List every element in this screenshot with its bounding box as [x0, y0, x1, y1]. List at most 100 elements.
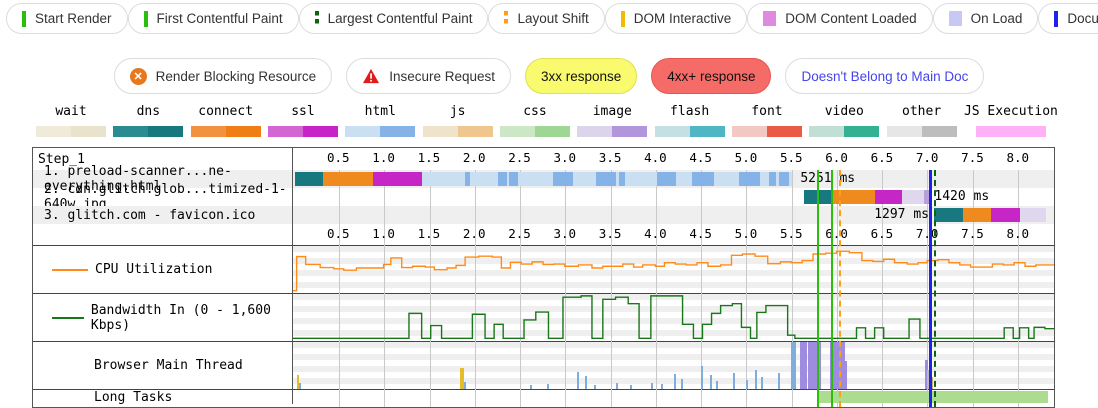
tick-4.0: 4.0	[644, 226, 667, 241]
phase-html: html	[345, 104, 416, 137]
tick-6.0: 6.0	[825, 226, 848, 241]
cpu-utilization-label: CPU Utilization	[33, 246, 293, 293]
request-bar-area: 1420 ms	[293, 188, 1054, 206]
main-thread-plot	[293, 342, 1054, 389]
tick-3.0: 3.0	[553, 226, 577, 241]
bandwidth-plot	[293, 294, 1054, 341]
tick-6.5: 6.5	[870, 226, 894, 241]
phase-other-label: other	[902, 104, 942, 119]
legend-3xx-response: 3xx response	[525, 58, 638, 94]
legend-insecure-request-label: Insecure Request	[389, 68, 495, 84]
time-axis-bottom: 0.5 1.0 1.5 2.0 2.5 3.0 3.5 4.0 4.5 5.0 5.5 6.0 6.5 7…	[293, 224, 1054, 245]
phase-image-label: image	[592, 104, 632, 119]
flag-legend: ✕ Render Blocking Resource Insecure Reques…	[6, 58, 1092, 94]
segment-html-dark	[619, 172, 625, 186]
request-label[interactable]: 2. cdn.glitch.glob...timized-1-640w.jpg	[33, 182, 293, 212]
cpu-utilization-section: CPU Utilization	[33, 245, 1054, 293]
main-thread-spike	[709, 374, 712, 389]
main-thread-spike	[745, 379, 748, 389]
legend-first-contentful-paint: First Contentful Paint	[127, 3, 299, 34]
main-thread-spike	[816, 342, 821, 389]
main-thread-spike	[546, 384, 549, 389]
document-complete-icon	[1054, 10, 1059, 27]
tick-2.0: 2.0	[462, 226, 486, 241]
segment-connect	[832, 190, 875, 204]
tick-1.5: 1.5	[417, 150, 441, 165]
phase-image-swatch-icon	[577, 126, 648, 137]
request-label[interactable]: 3. glitch.com - favicon.ico	[33, 206, 293, 224]
largest-contentful-paint-icon	[314, 10, 319, 27]
tick-5.5: 5.5	[779, 150, 803, 165]
segment-html-dark	[657, 172, 677, 186]
legend-dom-content-loaded-label: DOM Content Loaded	[785, 11, 917, 26]
phase-js-execution-label: JS Execution	[963, 104, 1058, 119]
phase-video-swatch-icon	[809, 126, 880, 137]
render-blocking-icon: ✕	[129, 67, 147, 85]
phase-flash: flash	[654, 104, 725, 137]
long-tasks-section: Long Tasks	[33, 389, 1054, 405]
phase-dns-swatch-icon	[113, 126, 184, 137]
cpu-utilization-plot	[293, 246, 1054, 293]
step-label: Step_1	[33, 148, 293, 170]
segment-html-dark	[691, 172, 715, 186]
main-thread-section: Browser Main Thread	[33, 341, 1054, 389]
request-bar-area: 1297 ms	[293, 206, 1054, 224]
main-thread-label: Browser Main Thread	[33, 342, 293, 389]
segment-dns	[803, 190, 833, 204]
segment-html-dark	[497, 172, 507, 186]
phase-font: font	[731, 104, 802, 137]
request-bar-area: 5251 ms	[293, 170, 1054, 188]
main-thread-spike	[615, 383, 618, 389]
segment-connect	[322, 172, 373, 186]
main-thread-spike	[700, 366, 703, 389]
request-duration-label: 1297 ms	[874, 207, 929, 222]
bandwidth-line-sample-icon	[52, 316, 84, 319]
tick-5.0: 5.0	[734, 150, 758, 165]
phase-js-label: js	[449, 104, 466, 119]
main-thread-text: Browser Main Thread	[94, 358, 243, 373]
tick-5.0: 5.0	[734, 226, 758, 241]
legend-dom-content-loaded: DOM Content Loaded	[747, 3, 933, 34]
segment-connect	[963, 208, 991, 222]
request-row: 3. glitch.com - favicon.ico 1297 ms	[33, 206, 1054, 224]
main-thread-spike	[299, 383, 302, 389]
cpu-plot-line	[293, 246, 1054, 293]
main-thread-spike	[807, 342, 817, 389]
legend-dom-interactive: DOM Interactive	[604, 3, 748, 34]
phase-html-swatch-icon	[345, 126, 416, 137]
phase-legend: wait dns connect ssl html js css image flash font…	[36, 104, 1058, 137]
phase-ssl: ssl	[267, 104, 338, 137]
tick-6.5: 6.5	[870, 150, 894, 165]
tick-3.5: 3.5	[598, 226, 622, 241]
legend-layout-shift: Layout Shift	[488, 3, 605, 34]
tick-7.0: 7.0	[915, 226, 939, 241]
phase-css-swatch-icon	[499, 126, 570, 137]
main-thread-spike	[761, 376, 764, 389]
segment-html-dark	[596, 172, 617, 186]
tick-1.0: 1.0	[372, 226, 395, 241]
main-thread-spike	[630, 385, 632, 389]
main-thread-spike	[650, 383, 653, 389]
insecure-warning-icon	[362, 68, 380, 84]
main-thread-spike	[593, 385, 596, 389]
segment-dns	[933, 208, 964, 222]
main-thread-spike	[530, 385, 533, 389]
phase-js-execution-swatch-icon	[975, 126, 1046, 137]
start-render-icon	[22, 10, 26, 27]
tick-8.0: 8.0	[1006, 226, 1030, 241]
phase-connect-swatch-icon	[190, 126, 261, 137]
time-axis-top: 0.5 1.0 1.5 2.0 2.5 3.0 3.5 4.0 4.5 5.0 5.5 6.0 6.5 7…	[293, 148, 1054, 170]
tick-0.5: 0.5	[327, 226, 350, 241]
tick-4.0: 4.0	[644, 150, 667, 165]
main-thread-spike	[927, 370, 930, 389]
phase-flash-label: flash	[670, 104, 710, 119]
phase-wait-label: wait	[55, 104, 87, 119]
segment-image-light	[901, 190, 924, 204]
segment-dns	[294, 172, 323, 186]
legend-document-complete: Document Complete	[1038, 3, 1098, 34]
waterfall-header-row: Step_1 0.5 1.0 1.5 2.0 2.5 3.0 3.5 4.0 4.5 5.0 5.5…	[33, 148, 1054, 170]
segment-ssl	[372, 172, 422, 186]
phase-flash-swatch-icon	[654, 126, 725, 137]
first-contentful-paint-icon	[143, 10, 148, 27]
